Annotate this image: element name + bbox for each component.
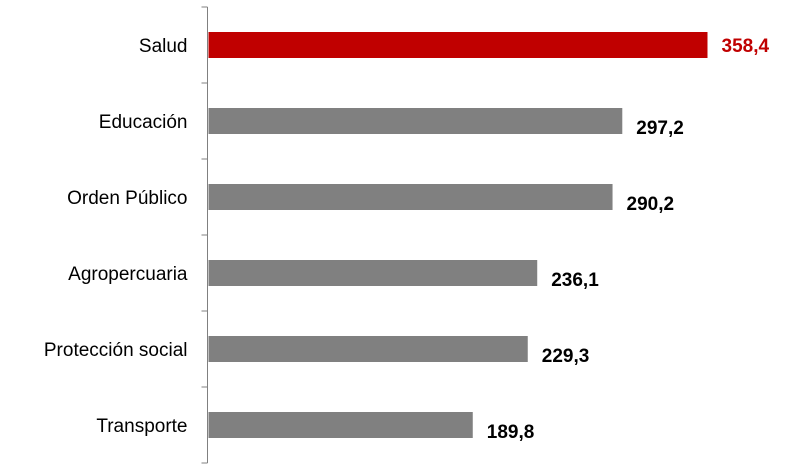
bar-0 bbox=[208, 32, 708, 58]
category-label: Protección social bbox=[44, 340, 188, 361]
category-label: Transporte bbox=[96, 416, 187, 437]
value-label: 236,1 bbox=[551, 270, 599, 291]
bar-5 bbox=[208, 412, 473, 438]
category-axis bbox=[201, 6, 208, 464]
category-label: Salud bbox=[139, 36, 188, 57]
bars bbox=[208, 32, 708, 438]
category-labels: Salud Educación Orden Público Agropercuaria… bbox=[44, 36, 188, 437]
bar-3 bbox=[208, 260, 538, 286]
value-labels: 358,4 297,2 290,2 236,1 229,3 189,8 bbox=[487, 36, 770, 443]
bar-2 bbox=[208, 184, 613, 210]
bar-4 bbox=[208, 336, 528, 362]
category-label: Educación bbox=[99, 112, 188, 133]
value-label: 189,8 bbox=[487, 422, 535, 443]
value-label: 229,3 bbox=[542, 346, 590, 367]
category-label: Orden Público bbox=[67, 188, 187, 209]
category-label: Agropercuaria bbox=[68, 264, 188, 285]
bar-1 bbox=[208, 108, 623, 134]
value-label: 358,4 bbox=[722, 36, 770, 57]
value-label: 290,2 bbox=[627, 194, 675, 215]
value-label: 297,2 bbox=[636, 118, 684, 139]
